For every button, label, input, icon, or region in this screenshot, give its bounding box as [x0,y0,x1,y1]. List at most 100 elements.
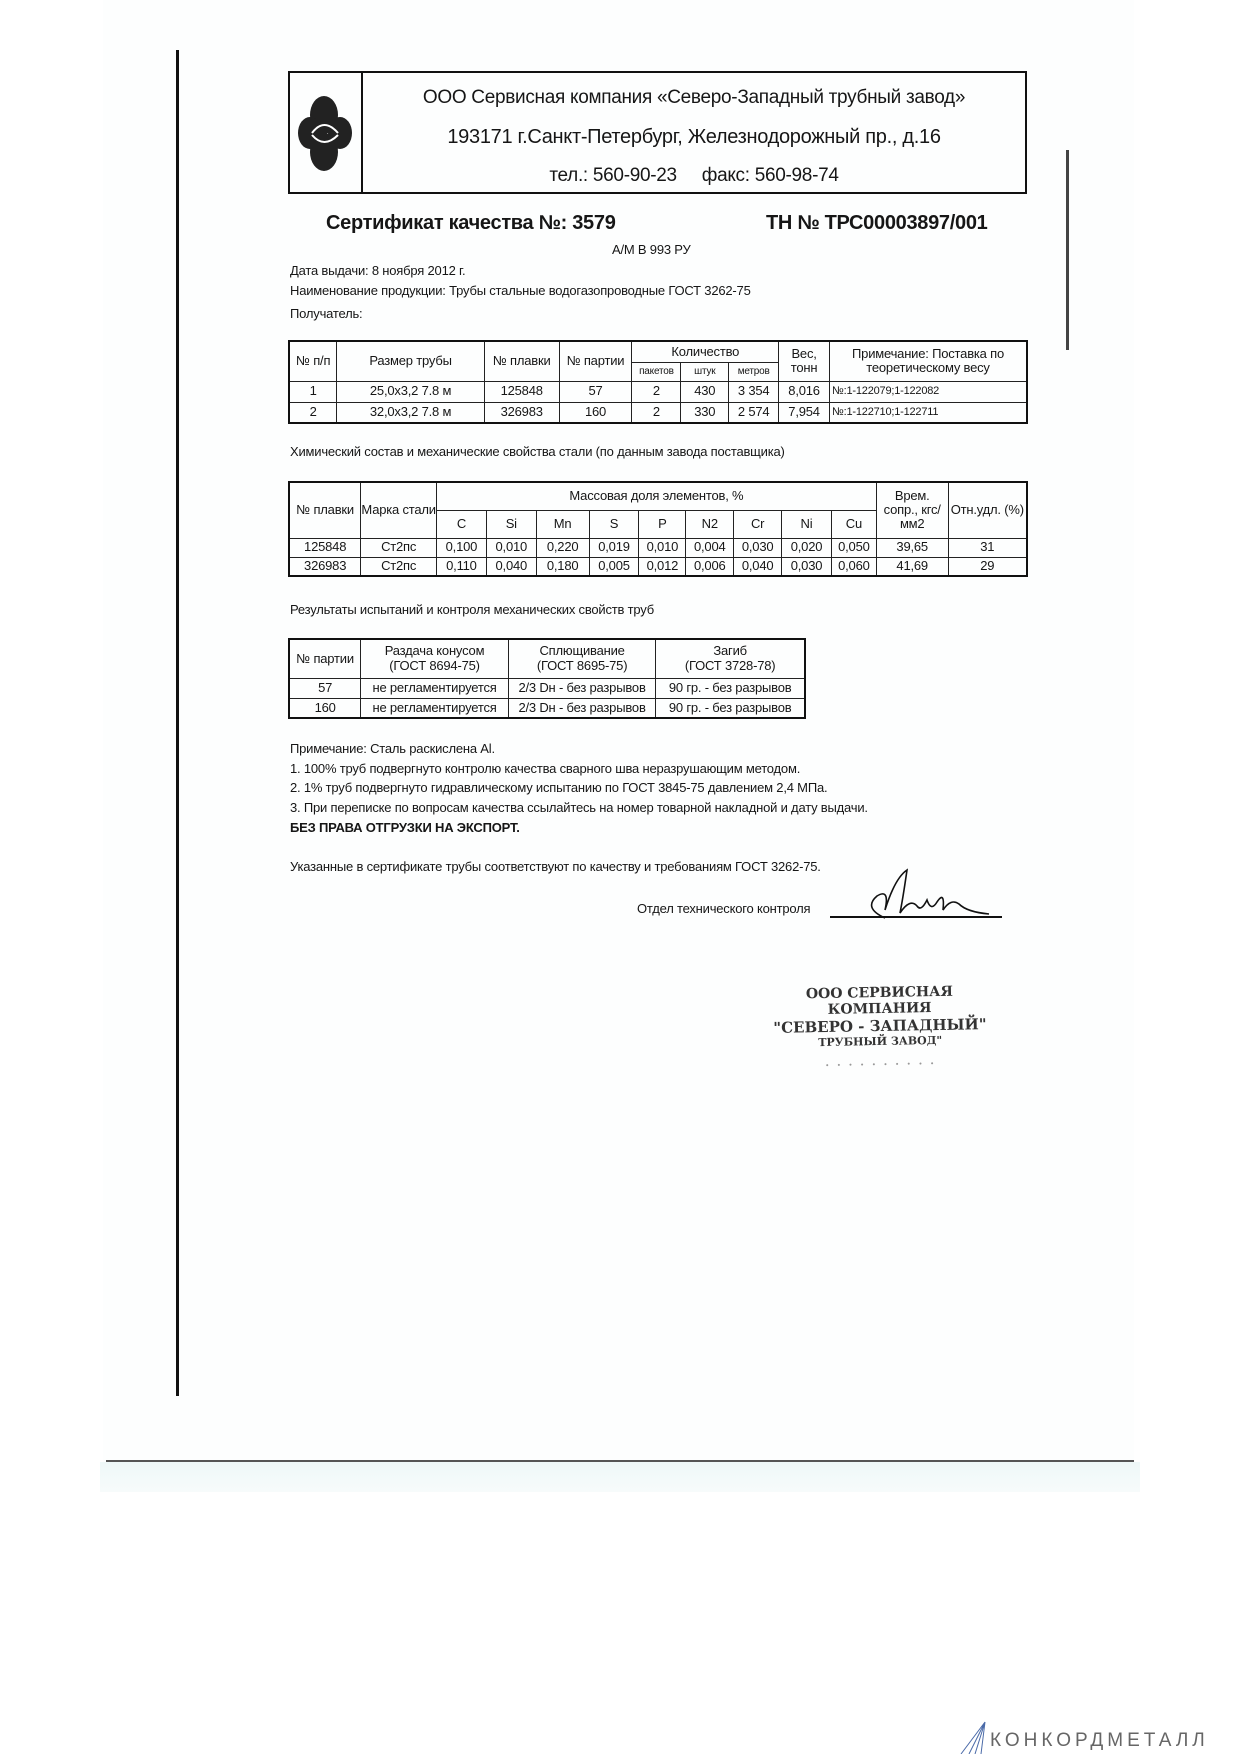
cell: 0,020 [781,537,832,558]
note-item: 2. 1% труб подвергнуто гидравлическому и… [290,780,828,795]
col-num: № п/п [288,340,338,382]
col-element: Mn [535,509,590,539]
col-element: C [436,509,487,539]
chemistry-table: № плавки Марка стали Массовая доля элеме… [288,481,1028,577]
cell: 0,005 [588,556,640,577]
col-heat: № плавки [483,340,560,382]
cell: 0,220 [535,537,590,558]
cell: 0,040 [485,556,537,577]
tests-title: Результаты испытаний и контроля механиче… [290,602,654,617]
cell: 2/3 Dн - без разрывов [507,677,657,699]
cell: 32,0х3,2 7.8 м [336,401,485,424]
col-element: Cu [830,509,877,539]
recipient: Получатель: [290,306,363,321]
table-row: 2 32,0х3,2 7.8 м 326983 160 2 330 2 574 … [288,401,1028,424]
fax: факс: 560-98-74 [701,165,839,186]
signature-line [830,916,1002,918]
cell: 57 [558,380,633,403]
signature-label: Отдел технического контроля [637,901,811,916]
scan-bottom-border [106,1460,1134,1462]
cell: 2 [631,380,682,403]
cell: 41,69 [875,556,949,577]
cell: 2 [631,401,682,424]
col-element: P [638,509,687,539]
cell: 90 гр. - без разрывов [655,677,806,699]
cell: 2 [288,401,338,424]
col-batch: № партии [558,340,633,382]
header-standard: (ГОСТ 8694-75) [389,657,480,673]
note-item: 3. При переписке по вопросам качества сс… [290,800,868,815]
certificate-title: Сертификат качества №: 3579 [326,212,616,234]
product-name: Наименование продукции: Трубы стальные в… [290,283,751,298]
table-row: 57 не регламентируется 2/3 Dн - без разр… [288,677,806,699]
col-elongation: Отн.удл. (%) [947,481,1028,539]
col-batch: № партии [288,638,362,679]
cell: 0,010 [485,537,537,558]
cell: 0,040 [733,556,783,577]
cell: 0,110 [436,556,487,577]
col-grade: Марка стали [360,481,437,539]
tn-number: ТН № ТРС00003897/001 [766,212,988,234]
col-quantity: Количество [631,340,780,363]
cell: 0,060 [830,556,877,577]
table-row: 326983 Ст2пс 0,110 0,040 0,180 0,005 0,012 0,… [288,556,1028,577]
cell: 29 [947,556,1028,577]
watermark-logo-icon [960,1721,986,1754]
cell: 0,180 [535,556,590,577]
table-row: 125848 Ст2пс 0,100 0,010 0,220 0,019 0,010 0,… [288,537,1028,558]
signature-icon [870,868,990,919]
cell: 160 [558,401,633,424]
header-standard: (ГОСТ 3728-78) [684,657,776,673]
letterhead: ООО Сервисная компания «Северо-Западный … [288,71,1027,194]
cell: не регламентируется [360,697,509,719]
cell: 2 574 [728,401,780,424]
col-element: Si [485,509,537,539]
cell: 0,019 [588,537,640,558]
tests-table: № партии Раздача конусом (ГОСТ 8694-75) С… [288,638,806,719]
issue-date: Дата выдачи: 8 ноября 2012 г. [290,263,466,278]
col-element: Cr [733,509,783,539]
cell: 57 [288,677,362,699]
scan-edge [100,1462,1140,1492]
cell: 326983 [483,401,560,424]
cell: не регламентируется [360,677,509,699]
cell: 0,010 [638,537,687,558]
col-mass-fraction: Массовая доля элементов, % [436,481,877,511]
cell: Ст2пс [360,556,437,577]
col-packs: пакетов [631,361,682,382]
company-contacts: тел.: 560-90-23 факс: 560-98-74 [363,165,1025,187]
cell: 0,100 [436,537,487,558]
header-standard: (ГОСТ 8695-75) [536,657,628,673]
shipment-table: № п/п Размер трубы № плавки № партии Кол… [288,340,1028,424]
vehicle-number: А/М В 993 РУ [612,242,691,257]
scanned-page [103,0,1134,1462]
col-element: N2 [685,509,735,539]
table-row: 160 не регламентируется 2/3 Dн - без раз… [288,697,806,719]
col-meters: метров [728,361,780,382]
cell: 125848 [288,537,362,558]
company-address: 193171 г.Санкт-Петербург, Железнодорожны… [447,126,941,148]
cell: 0,004 [685,537,735,558]
cell: 430 [680,380,730,403]
col-size: Размер трубы [336,340,485,382]
cell: 31 [947,537,1028,558]
chem-title: Химический состав и механические свойств… [290,444,785,459]
col-heat: № плавки [288,481,362,539]
export-restriction: БЕЗ ПРАВА ОТГРУЗКИ НА ЭКСПОРТ. [290,820,520,835]
cell: №:1-122710;1-122711 [829,401,1028,424]
col-bend: Загиб (ГОСТ 3728-78) [655,638,806,679]
cell: 0,006 [685,556,735,577]
col-note: Примечание: Поставка по теоретическому в… [829,340,1028,382]
company-name: ООО Сервисная компания «Северо-Западный … [422,87,966,108]
cell: 3 354 [728,380,780,403]
scan-right-mark [1066,150,1069,350]
cell: 1 [288,380,338,403]
phone: тел.: 560-90-23 [549,165,677,186]
table-row: 1 25,0х3,2 7.8 м 125848 57 2 430 3 354 8… [288,380,1028,403]
conformity-statement: Указанные в сертификате трубы соответств… [290,859,821,874]
cell: 0,030 [781,556,832,577]
col-weight: Вес, тонн [778,340,831,382]
cell: 25,0х3,2 7.8 м [336,380,485,403]
watermark: КОНКОРДМЕТАЛЛ [990,1730,1209,1751]
cell: 7,954 [778,401,831,424]
